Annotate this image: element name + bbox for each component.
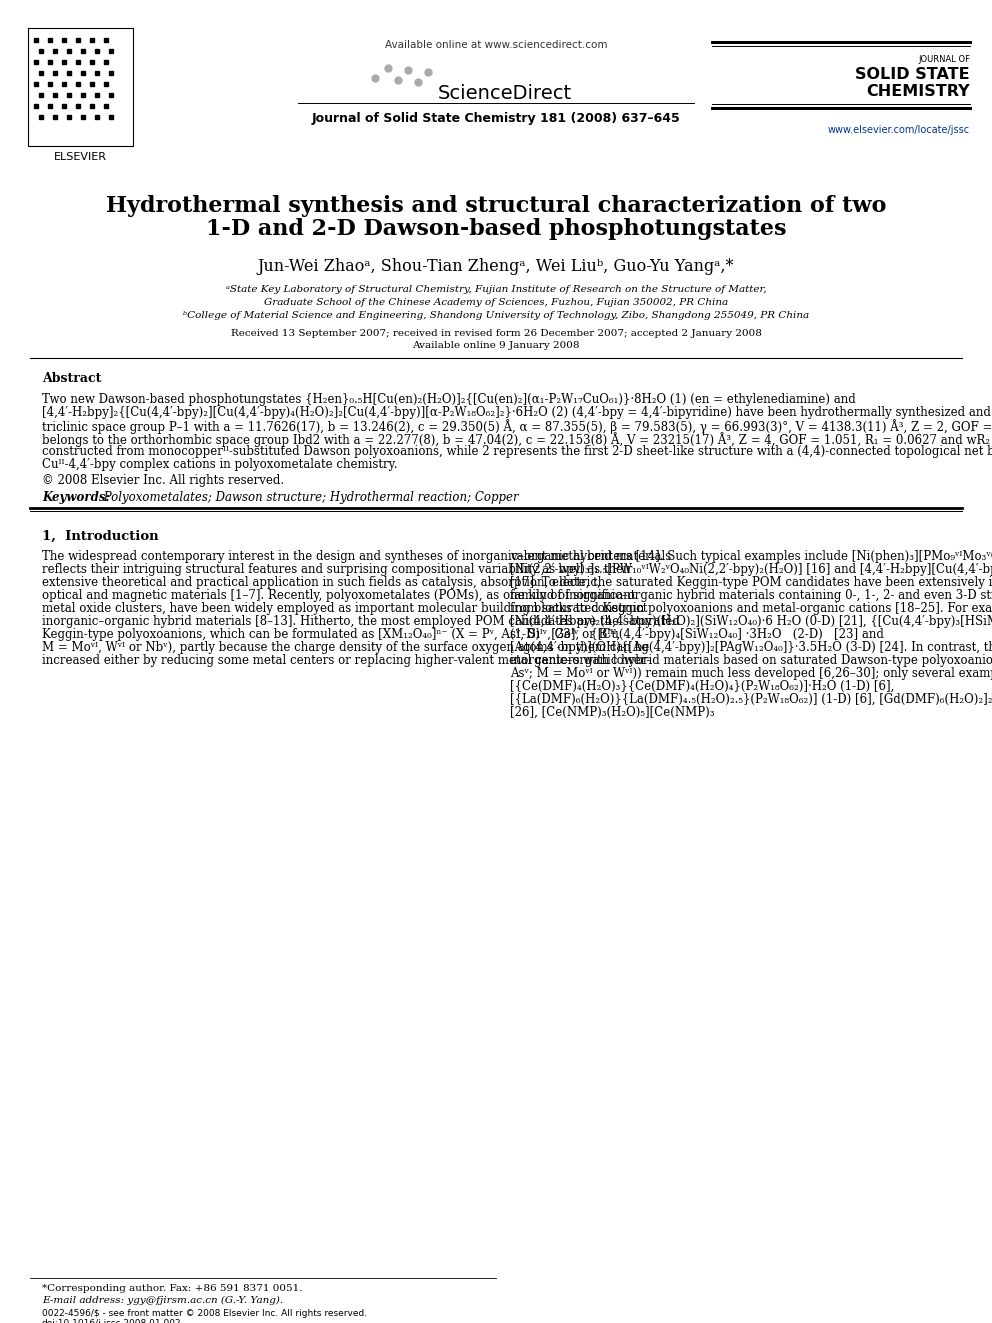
Text: Jun-Wei Zhaoᵃ, Shou-Tian Zhengᵃ, Wei Liuᵇ, Guo-Yu Yangᵃ,*: Jun-Wei Zhaoᵃ, Shou-Tian Zhengᵃ, Wei Liu… <box>258 258 734 275</box>
Text: increased either by reducing some metal centers or replacing higher-valent metal: increased either by reducing some metal … <box>42 654 651 667</box>
Text: *Corresponding author. Fax: +86 591 8371 0051.: *Corresponding author. Fax: +86 591 8371… <box>42 1285 303 1293</box>
Text: extensive theoretical and practical application in such fields as catalysis, abs: extensive theoretical and practical appl… <box>42 576 601 589</box>
Text: ScienceDirect: ScienceDirect <box>438 83 572 103</box>
Text: [{La(DMF)₆(H₂O)}{La(DMF)₄.₅(H₂O)₂.₅}(P₂W₁₈O₆₂)] (1-D) [6], [Gd(DMF)₆(H₂O)₂]₂[P₂W: [{La(DMF)₆(H₂O)}{La(DMF)₄.₅(H₂O)₂.₅}(P₂W… <box>510 693 992 706</box>
Text: Hydrothermal synthesis and structural characterization of two: Hydrothermal synthesis and structural ch… <box>106 194 886 217</box>
Text: triclinic space group P–1 with a = 11.7626(17), b = 13.246(2), c = 29.350(5) Å, : triclinic space group P–1 with a = 11.76… <box>42 419 992 434</box>
Text: 1-D and 2-D Dawson-based phosphotungstates: 1-D and 2-D Dawson-based phosphotungstat… <box>205 218 787 239</box>
Text: from saturated Keggin polyoxoanions and metal-organic cations [18–25]. For examp: from saturated Keggin polyoxoanions and … <box>510 602 992 615</box>
Text: constructed from monocopperᴵᴵ-substituted Dawson polyoxoanions, while 2 represen: constructed from monocopperᴵᴵ-substitute… <box>42 445 992 458</box>
Text: 0022-4596/$ - see front matter © 2008 Elsevier Inc. All rights reserved.: 0022-4596/$ - see front matter © 2008 El… <box>42 1308 367 1318</box>
Text: Journal of Solid State Chemistry 181 (2008) 637–645: Journal of Solid State Chemistry 181 (20… <box>311 112 681 124</box>
Text: ᵃState Key Laboratory of Structural Chemistry, Fujian Institute of Research on t: ᵃState Key Laboratory of Structural Chem… <box>226 284 766 294</box>
Text: 1,  Introduction: 1, Introduction <box>42 531 159 542</box>
Text: ᵇCollege of Material Science and Engineering, Shandong University of Technology,: ᵇCollege of Material Science and Enginee… <box>183 311 809 320</box>
Text: Available online at www.sciencedirect.com: Available online at www.sciencedirect.co… <box>385 40 607 50</box>
Text: [Ni(2,2′-bpy)₃]₁.₅[PW₁₀ᵛᴵW₂ᵛO₄₀Ni(2,2′-bpy)₂(H₂O)] [16] and [4,4′-H₂bpy][Cu(4,4′: [Ni(2,2′-bpy)₃]₁.₅[PW₁₀ᵛᴵW₂ᵛO₄₀Ni(2,2′-b… <box>510 564 992 576</box>
Text: JOURNAL OF: JOURNAL OF <box>918 56 970 64</box>
Text: [17]. To date, the saturated Keggin-type POM candidates have been extensively in: [17]. To date, the saturated Keggin-type… <box>510 576 992 589</box>
Text: © 2008 Elsevier Inc. All rights reserved.: © 2008 Elsevier Inc. All rights reserved… <box>42 474 284 487</box>
Text: Polyoxometalates; Dawson structure; Hydrothermal reaction; Copper: Polyoxometalates; Dawson structure; Hydr… <box>100 491 519 504</box>
Text: reflects their intriguing structural features and surprising compositional varia: reflects their intriguing structural fea… <box>42 564 632 576</box>
Text: Abstract: Abstract <box>42 372 101 385</box>
Text: ELSEVIER: ELSEVIER <box>54 152 107 161</box>
Text: The widespread contemporary interest in the design and syntheses of inorganic–or: The widespread contemporary interest in … <box>42 550 672 564</box>
Text: valent metal centers [14]. Such typical examples include [Ni(phen)₃][PMo₉ᵛᴵMo₃ᵛO: valent metal centers [14]. Such typical … <box>510 550 992 564</box>
Text: [Ag(4,4′-bpy)](OH){[Ag(4,4′-bpy)]₂[PAgW₁₂O₄₀]}·3.5H₂O (3-D) [24]. In contrast, t: [Ag(4,4′-bpy)](OH){[Ag(4,4′-bpy)]₂[PAgW₁… <box>510 642 992 654</box>
Text: doi:10.1016/j.jssc.2008.01.002: doi:10.1016/j.jssc.2008.01.002 <box>42 1319 182 1323</box>
Text: M = Moᵛᴵ, Wᵛᴵ or Nbᵛ), partly because the charge density of the surface oxygen a: M = Moᵛᴵ, Wᵛᴵ or Nbᵛ), partly because th… <box>42 642 649 654</box>
Text: inorganic–organic hybrid materials based on saturated Dawson-type polyoxoanions : inorganic–organic hybrid materials based… <box>510 654 992 667</box>
Text: [Ni(4,4′-Hbpy)₂(4,4′-bpy)(H₂O)₂](SiW₁₂O₄₀)·6 H₂O (0-D) [21], {[Cu(4,4′-bpy)₃[HSi: [Ni(4,4′-Hbpy)₂(4,4′-bpy)(H₂O)₂](SiW₁₂O₄… <box>510 615 992 628</box>
Text: Available online 9 January 2008: Available online 9 January 2008 <box>413 341 579 351</box>
Text: Keywords:: Keywords: <box>42 491 110 504</box>
Text: Received 13 September 2007; received in revised form 26 December 2007; accepted : Received 13 September 2007; received in … <box>230 329 762 337</box>
Text: [{Ce(DMF)₄(H₂O)₃}{Ce(DMF)₄(H₂O)₄}(P₂W₁₈O₆₂)]·H₂O (1-D) [6],: [{Ce(DMF)₄(H₂O)₃}{Ce(DMF)₄(H₂O)₄}(P₂W₁₈O… <box>510 680 895 693</box>
Text: Graduate School of the Chinese Academy of Sciences, Fuzhou, Fujian 350002, PR Ch: Graduate School of the Chinese Academy o… <box>264 298 728 307</box>
Text: metal oxide clusters, have been widely employed as important molecular building : metal oxide clusters, have been widely e… <box>42 602 648 615</box>
Text: Two new Dawson-based phosphotungstates {H₂en}₀.₅H[Cu(en)₂(H₂O)]₂{[Cu(en)₂](α₁-P₂: Two new Dawson-based phosphotungstates {… <box>42 393 856 406</box>
Bar <box>28 28 133 146</box>
Text: (1-D)   [23],   {[Cu(4,4′-bpy)₄[SiW₁₂O₄₀] ·3H₂O   (2-D)   [23] and: (1-D) [23], {[Cu(4,4′-bpy)₄[SiW₁₂O₄₀] ·3… <box>510 628 884 642</box>
Text: E-mail address: ygy@fjirsm.ac.cn (G.-Y. Yang).: E-mail address: ygy@fjirsm.ac.cn (G.-Y. … <box>42 1297 283 1304</box>
Text: SOLID STATE: SOLID STATE <box>855 67 970 82</box>
Text: family of inorganic–organic hybrid materials containing 0-, 1-, 2- and even 3-D : family of inorganic–organic hybrid mater… <box>510 589 992 602</box>
Text: [4,4′-H₂bpy]₂{[Cu(4,4′-bpy)₂][Cu(4,4′-bpy)₄(H₂O)₂]₂[Cu(4,4′-bpy)][α-P₂W₁₈O₆₂]₂}·: [4,4′-H₂bpy]₂{[Cu(4,4′-bpy)₂][Cu(4,4′-bp… <box>42 406 992 419</box>
Text: optical and magnetic materials [1–7]. Recently, polyoxometalates (POMs), as one : optical and magnetic materials [1–7]. Re… <box>42 589 635 602</box>
Text: Cuᴵᴵ-4,4′-bpy complex cations in polyoxometalate chemistry.: Cuᴵᴵ-4,4′-bpy complex cations in polyoxo… <box>42 458 398 471</box>
Text: inorganic–organic hybrid materials [8–13]. Hitherto, the most employed POM candi: inorganic–organic hybrid materials [8–13… <box>42 615 680 628</box>
Text: [26], [Ce(NMP)₃(H₂O)₅][Ce(NMP)₃: [26], [Ce(NMP)₃(H₂O)₅][Ce(NMP)₃ <box>510 706 714 718</box>
Text: belongs to the orthorhombic space group Ibd2 with a = 22.277(8), b = 47.04(2), c: belongs to the orthorhombic space group … <box>42 433 992 447</box>
Text: www.elsevier.com/locate/jssc: www.elsevier.com/locate/jssc <box>828 124 970 135</box>
Text: CHEMISTRY: CHEMISTRY <box>866 83 970 99</box>
Text: Asᵛ; M = Moᵛᴵ or Wᵛᴵ)) remain much less developed [6,26–30]; only several exampl: Asᵛ; M = Moᵛᴵ or Wᵛᴵ)) remain much less … <box>510 667 992 680</box>
Text: Keggin-type polyoxoanions, which can be formulated as [XM₁₂O₄₀]ⁿ⁻ (X = Pᵛ, Asᵛ, : Keggin-type polyoxoanions, which can be … <box>42 628 620 642</box>
